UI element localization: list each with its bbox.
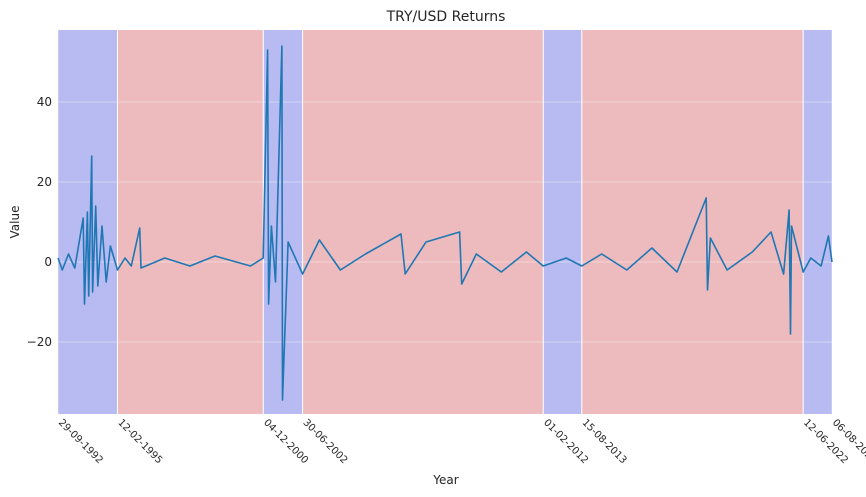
background-region-1 xyxy=(117,30,264,414)
background-regions xyxy=(58,30,832,414)
series-layer xyxy=(57,45,833,401)
background-region-5 xyxy=(581,30,804,414)
x-tick-labels: 29-09-1992 12-02-1995 04-12-200030-06-2002… xyxy=(56,417,866,466)
chart-title: TRY/USD Returns xyxy=(386,9,506,25)
x-axis-label: Year xyxy=(432,473,458,487)
y-tick-label: 20 xyxy=(37,175,52,189)
y-tick-label: 40 xyxy=(37,95,52,109)
series-line-0 xyxy=(57,45,833,401)
y-tick-label: 0 xyxy=(44,255,52,269)
y-tick-labels: −20 0 20 40 xyxy=(27,95,52,349)
x-tick-label: 12-02-1995 xyxy=(115,417,164,466)
grid-lines xyxy=(57,30,833,414)
background-region-6 xyxy=(803,30,832,414)
x-tick-label: 29-09-1992 xyxy=(56,417,105,466)
background-region-4 xyxy=(543,30,582,414)
y-axis-label: Value xyxy=(8,206,22,239)
background-region-3 xyxy=(302,30,544,414)
y-tick-label: −20 xyxy=(27,335,52,349)
